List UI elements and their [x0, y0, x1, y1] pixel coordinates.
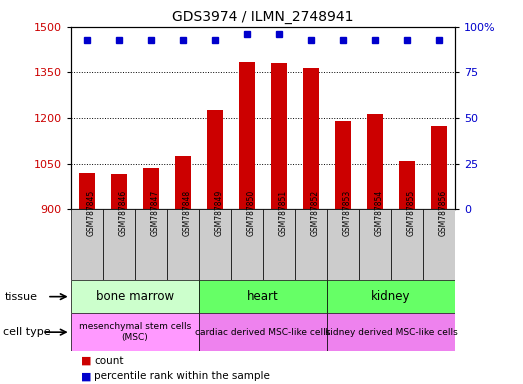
Text: ■: ■ [81, 356, 92, 366]
Bar [423, 209, 455, 280]
Bar [199, 280, 327, 313]
Bar [359, 209, 391, 280]
Bar [263, 209, 295, 280]
Text: GSM787856: GSM787856 [439, 190, 448, 236]
Text: GSM787852: GSM787852 [311, 190, 320, 236]
Bar [71, 313, 199, 351]
Bar [391, 209, 423, 280]
Bar [78, 173, 95, 384]
Bar [135, 209, 167, 280]
Text: GSM787849: GSM787849 [215, 190, 224, 236]
Bar [327, 280, 455, 313]
Text: GSM787854: GSM787854 [375, 190, 384, 236]
Title: GDS3974 / ILMN_2748941: GDS3974 / ILMN_2748941 [172, 10, 354, 25]
Bar [399, 161, 415, 384]
Text: GSM787850: GSM787850 [247, 190, 256, 236]
Text: tissue: tissue [5, 291, 38, 302]
Bar [199, 209, 231, 280]
Bar [199, 313, 327, 351]
Bar [327, 209, 359, 280]
Text: bone marrow: bone marrow [96, 290, 174, 303]
Bar [327, 313, 455, 351]
Text: count: count [94, 356, 123, 366]
Bar [167, 209, 199, 280]
Text: percentile rank within the sample: percentile rank within the sample [94, 371, 270, 381]
Bar [431, 126, 447, 384]
Bar [175, 156, 191, 384]
Bar [103, 209, 135, 280]
Text: GSM787851: GSM787851 [279, 190, 288, 236]
Text: GSM787853: GSM787853 [343, 190, 352, 236]
Text: GSM787848: GSM787848 [183, 190, 192, 236]
Text: GSM787847: GSM787847 [151, 190, 160, 236]
Bar [367, 114, 383, 384]
Bar [295, 209, 327, 280]
Bar [231, 209, 263, 280]
Bar [303, 68, 319, 384]
Bar [143, 168, 158, 384]
Text: heart: heart [247, 290, 279, 303]
Text: kidney: kidney [371, 290, 411, 303]
Text: mesenchymal stem cells
(MSC): mesenchymal stem cells (MSC) [78, 323, 191, 342]
Text: cell type: cell type [3, 327, 50, 337]
Text: kidney derived MSC-like cells: kidney derived MSC-like cells [325, 328, 457, 337]
Bar [111, 174, 127, 384]
Bar [207, 111, 223, 384]
Bar [239, 62, 255, 384]
Text: GSM787845: GSM787845 [87, 190, 96, 236]
Text: cardiac derived MSC-like cells: cardiac derived MSC-like cells [195, 328, 331, 337]
Text: GSM787855: GSM787855 [407, 190, 416, 236]
Bar [71, 209, 103, 280]
Bar [271, 63, 287, 384]
Text: GSM787846: GSM787846 [119, 190, 128, 236]
Text: ■: ■ [81, 371, 92, 381]
Bar [71, 280, 199, 313]
Bar [335, 121, 351, 384]
